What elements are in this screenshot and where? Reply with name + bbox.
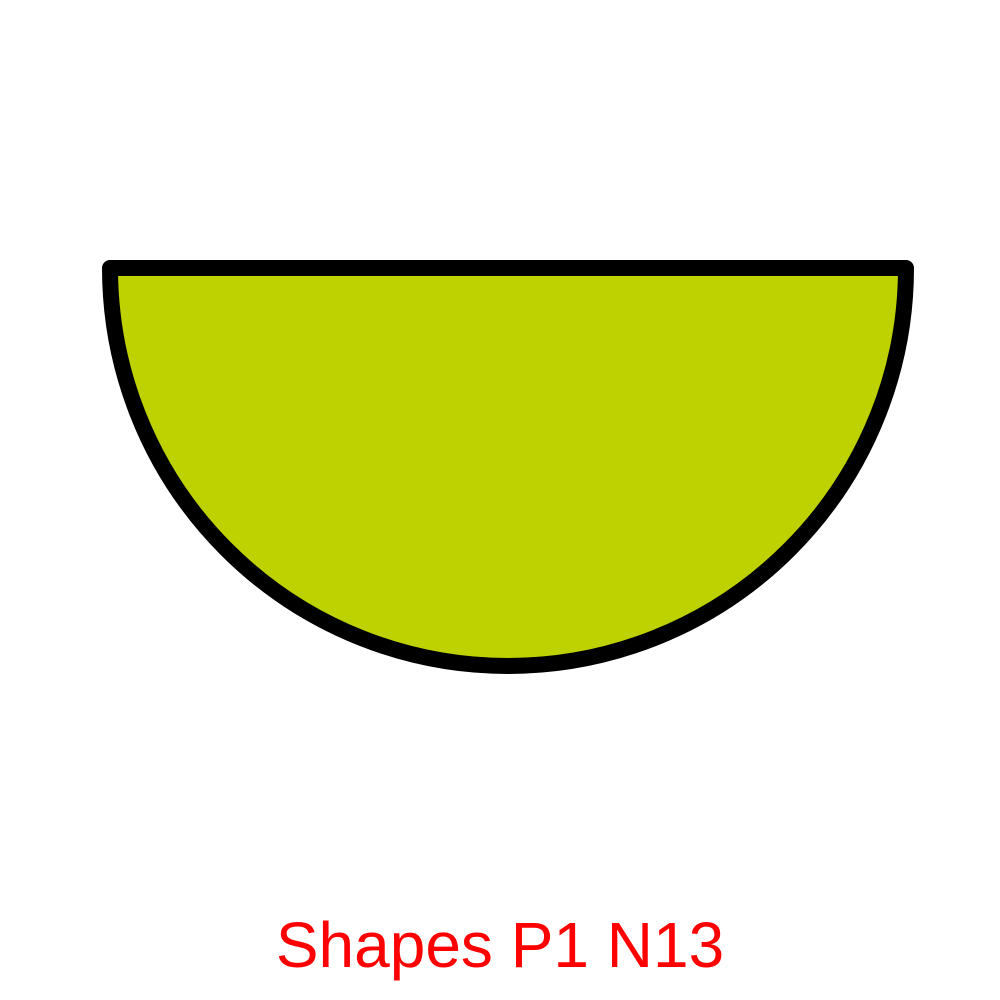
shape-caption: Shapes P1 N13 xyxy=(275,909,725,981)
semicircle-shape xyxy=(102,260,914,674)
